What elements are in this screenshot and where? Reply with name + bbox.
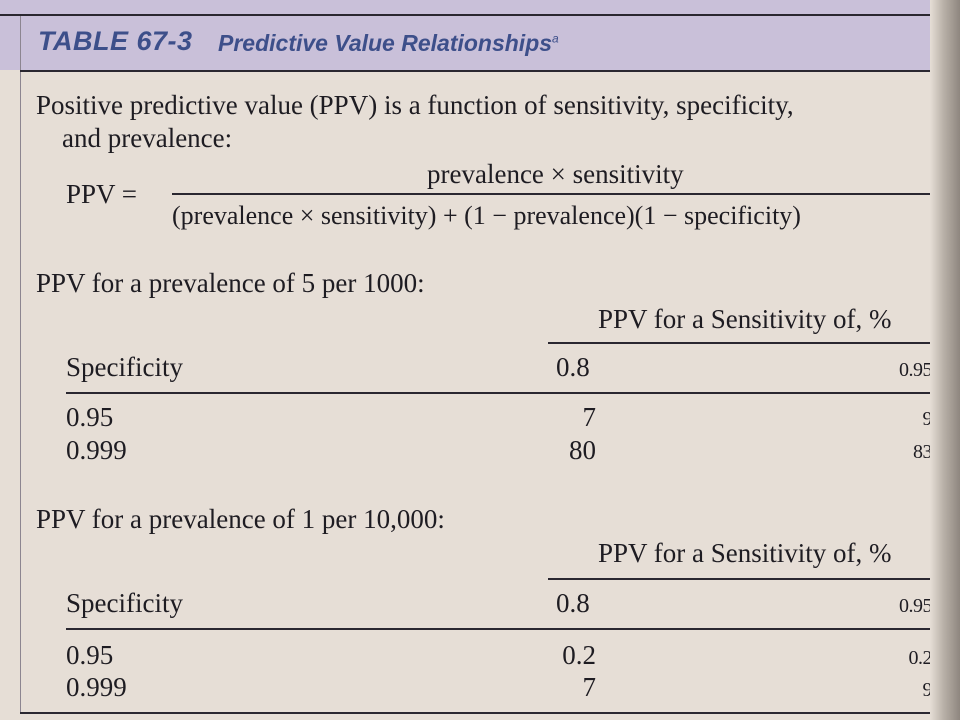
formula-denominator: (prevalence × sensitivity) + (1 − preval… — [172, 201, 801, 230]
intro-line-2: and prevalence: — [62, 123, 233, 153]
section-1-row-1-value-1: 83 — [913, 441, 933, 463]
section-2-row-0-value-0: 0.2 — [562, 640, 596, 670]
section-1-row-0-value-1: 9 — [922, 408, 933, 430]
table-title: Predictive Value Relationshipsa — [218, 30, 559, 57]
section-2-row-0-value-1: 0.2 — [908, 647, 933, 669]
section-2-group-header: PPV for a Sensitivity of, % — [598, 538, 892, 568]
section-1-row-1-value-0: 80 — [569, 435, 596, 465]
section-2-col-0: 0.8 — [556, 588, 590, 618]
section-1-header-rule — [66, 392, 940, 394]
table-title-text: Predictive Value Relationships — [218, 30, 553, 56]
formula-numerator: prevalence × sensitivity — [427, 159, 684, 189]
top-rule — [0, 14, 945, 16]
intro-line-1: Positive predictive value (PPV) is a fun… — [36, 90, 794, 120]
section-2-col-1: 0.95 — [899, 595, 933, 617]
section-2-row-1-value-0: 7 — [582, 672, 597, 702]
section-1-row-1-label: 0.999 — [66, 435, 127, 465]
section-1-row-header: Specificity — [66, 352, 183, 382]
section-2-row-header: Specificity — [66, 588, 183, 618]
table-header-band — [0, 0, 945, 70]
section-2-row-1-value-1: 9 — [922, 679, 933, 701]
title-footnote-marker: a — [552, 31, 559, 46]
section-1-col-1: 0.95 — [899, 359, 933, 381]
section-2-row-0-label: 0.95 — [66, 640, 114, 670]
section-1-heading: PPV for a prevalence of 5 per 1000: — [36, 268, 425, 298]
section-1-group-header: PPV for a Sensitivity of, % — [598, 304, 892, 334]
section-2-header-rule — [66, 628, 940, 630]
section-2-group-rule — [548, 578, 940, 580]
formula-lhs: PPV = — [66, 179, 138, 209]
section-2-heading: PPV for a prevalence of 1 per 10,000: — [36, 504, 445, 534]
table-label: TABLE 67-3 — [38, 26, 193, 56]
section-1-row-0-value-0: 7 — [582, 402, 597, 432]
fraction-bar — [172, 193, 932, 195]
header-rule — [20, 70, 945, 72]
section-1-row-0-label: 0.95 — [66, 402, 114, 432]
section-1-col-0: 0.8 — [556, 352, 590, 382]
section-1-group-rule — [548, 342, 940, 344]
bottom-rule — [20, 712, 945, 714]
left-border — [20, 16, 21, 712]
section-2-row-1-label: 0.999 — [66, 672, 127, 702]
page-binding-shadow — [930, 0, 960, 720]
